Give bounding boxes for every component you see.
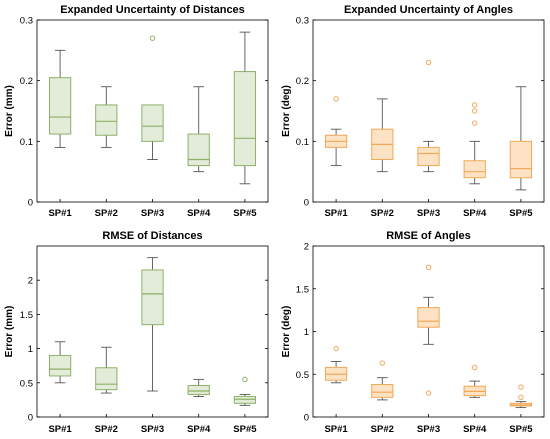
panel-4-outlier-point <box>425 390 432 396</box>
panel-2-category-label: SP#4 <box>463 208 487 219</box>
panel-4-outlier-point <box>379 360 385 366</box>
panel-2-ytick-label: 0.1 <box>296 137 309 148</box>
panel-3-box <box>141 269 164 326</box>
panel-2-ytick-label: 0.2 <box>296 76 309 87</box>
panel-3-ytick-label: 1.5 <box>20 310 33 321</box>
panel-4-ytick-label: 1 <box>304 327 309 338</box>
panel-1-box <box>95 104 118 136</box>
panel-3-category-label: SP#2 <box>95 424 118 435</box>
panel-4-ytick-label: 0.5 <box>296 370 309 381</box>
panel-1-outlier-point <box>149 35 156 41</box>
panel-4-ytick-label: 2 <box>304 242 309 253</box>
panel-1-title: Expanded Uncertainty of Distances <box>60 4 245 16</box>
panel-1-category-label: SP#4 <box>187 208 211 219</box>
panel-1-category-label: SP#1 <box>48 208 72 219</box>
panel-1-box <box>141 104 164 142</box>
panel-4-category-label: SP#5 <box>509 424 533 435</box>
panel-4-ytick-label: 0 <box>304 413 309 424</box>
panel-1-category-label: SP#3 <box>141 208 164 219</box>
panel-2-ytick-label: 0 <box>304 198 309 209</box>
panel-1-ylabel: Error (mm) <box>4 85 15 137</box>
panel-3-category-label: SP#1 <box>48 424 72 435</box>
panel-4-outlier-point <box>518 384 524 390</box>
panel-2-category-label: SP#1 <box>324 208 348 219</box>
panel-1-ytick-label: 0.2 <box>20 76 33 87</box>
panel-2-box <box>509 140 533 179</box>
panel-4-outlier-point <box>333 345 339 352</box>
panel-2-title: Expanded Uncertainty of Angles <box>344 4 513 16</box>
panel-2-box <box>417 146 440 167</box>
panel-3-box <box>187 385 210 395</box>
panel-3-box <box>95 367 118 391</box>
panel-3-ylabel: Error (mm) <box>4 306 15 358</box>
panel-1-box <box>48 77 72 135</box>
panel-4-category-label: SP#3 <box>417 424 440 435</box>
panel-2-outlier-point <box>472 102 478 108</box>
panel-3-ytick-label: 1 <box>28 344 33 355</box>
panel-1-box <box>233 71 257 167</box>
panel-3-box <box>233 395 257 404</box>
panel-1-category-label: SP#2 <box>95 208 118 219</box>
panel-2-axes <box>312 19 545 203</box>
panel-4-ylabel: Error (deg) <box>281 306 292 358</box>
panel-1-ytick-label: 0.3 <box>20 16 33 27</box>
panel-3-title: RMSE of Distances <box>102 230 202 242</box>
panel-3-ytick-label: 2 <box>28 276 33 287</box>
panel-3-category-label: SP#4 <box>187 424 211 435</box>
panel-3-category-label: SP#5 <box>233 424 257 435</box>
panel-3-outlier-point <box>242 376 248 383</box>
panel-4-ytick-label: 1.5 <box>296 284 309 295</box>
panel-4-outlier-point <box>425 264 432 271</box>
panel-3-category-label: SP#3 <box>141 424 164 435</box>
panel-2-box <box>463 160 486 179</box>
panel-2-category-label: SP#5 <box>509 208 533 219</box>
panel-1-box <box>187 133 210 167</box>
panel-4-outlier-point <box>472 364 478 371</box>
panel-4-box <box>371 384 394 398</box>
panel-4-box <box>417 307 440 328</box>
panel-2-ylabel: Error (deg) <box>281 85 292 137</box>
panel-1-ytick-label: 0.1 <box>20 137 33 148</box>
panel-2-outlier-point <box>472 120 478 126</box>
panel-4-title: RMSE of Angles <box>386 230 471 242</box>
panel-4-category-label: SP#4 <box>463 424 487 435</box>
panel-2-outlier-point <box>333 96 339 102</box>
panel-4-category-label: SP#2 <box>371 424 394 435</box>
panel-3-ytick-label: 0.5 <box>20 378 33 389</box>
panel-2-outlier-point <box>472 108 478 114</box>
panel-2-outlier-point <box>425 59 432 66</box>
panel-4-outlier-point <box>518 394 524 401</box>
panel-3-box <box>48 354 72 377</box>
panel-2-ytick-label: 0.3 <box>296 16 309 27</box>
panel-1-ytick-label: 0 <box>28 198 33 209</box>
panel-1-category-label: SP#5 <box>233 208 257 219</box>
panel-3-ytick-label: 0 <box>28 413 33 424</box>
panel-4-category-label: SP#1 <box>324 424 348 435</box>
panel-2-category-label: SP#2 <box>371 208 394 219</box>
panel-2-category-label: SP#3 <box>417 208 440 219</box>
